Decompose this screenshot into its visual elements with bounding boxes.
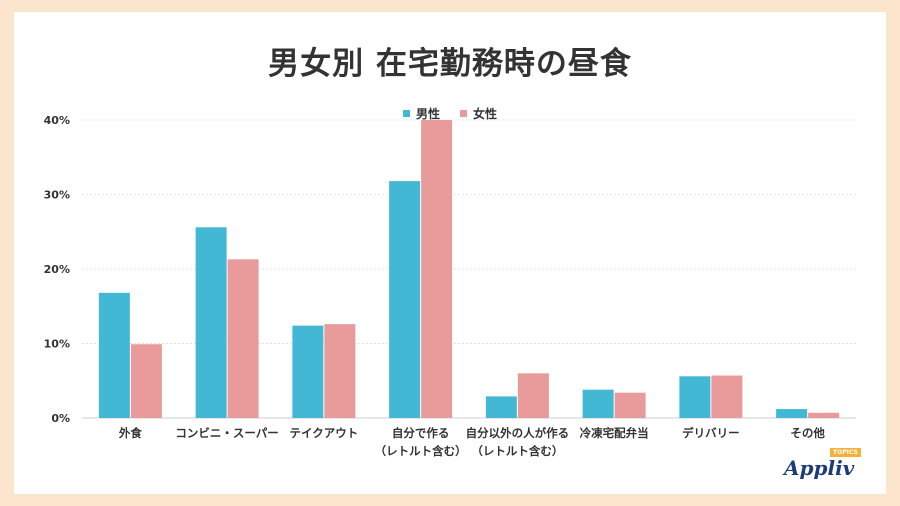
bar-male: [195, 227, 227, 418]
bar-female: [324, 324, 356, 418]
bar-male: [776, 409, 808, 418]
x-tick-label: テイクアウト: [289, 426, 358, 440]
x-tick-label: 冷凍宅配弁当: [580, 426, 649, 440]
bar-male: [485, 396, 517, 418]
bar-female: [130, 344, 162, 418]
x-tick-label: 自分で作る: [392, 426, 450, 440]
bar-female: [711, 375, 743, 418]
bar-male: [389, 181, 421, 418]
x-tick-label: 自分以外の人が作る: [466, 426, 570, 440]
chart-title: 男女別 在宅勤務時の昼食: [268, 46, 632, 82]
legend-label-female: 女性: [473, 107, 498, 121]
y-tick-label: 0%: [51, 412, 70, 425]
legend-item-male: 男性: [402, 105, 440, 122]
bar-female: [517, 373, 549, 418]
legend-swatch-female: [460, 110, 467, 117]
x-tick-label: （レトルト含む）: [471, 444, 563, 458]
x-tick-label: コンビニ・スーパー: [175, 426, 278, 440]
legend-swatch-male: [402, 110, 410, 117]
y-tick-label: 20%: [44, 263, 70, 276]
y-tick-label: 30%: [44, 189, 70, 202]
logo-tag: TOPICS: [830, 448, 861, 457]
legend-item-female: 女性: [460, 105, 497, 122]
legend-label-male: 男性: [415, 107, 440, 121]
bar-male: [292, 325, 324, 418]
x-tick-label: （レトルト含む）: [375, 444, 467, 458]
x-tick-label: その他: [790, 426, 825, 440]
bar-male: [582, 389, 614, 418]
bar-male: [98, 292, 130, 418]
legend: 男性 女性: [14, 105, 886, 122]
logo-wordmark: Appliv: [784, 456, 855, 480]
y-tick-label: 10%: [44, 338, 70, 351]
bar-male: [679, 376, 711, 418]
y-tick-label: 40%: [44, 114, 70, 127]
x-tick-label: デリバリー: [682, 426, 740, 440]
appliv-logo: TOPICS Appliv: [784, 448, 874, 482]
x-tick-label: 外食: [118, 426, 142, 440]
bar-female: [808, 412, 840, 418]
bar-female: [227, 259, 259, 418]
bar-female: [614, 392, 646, 418]
bar-female: [421, 120, 453, 418]
